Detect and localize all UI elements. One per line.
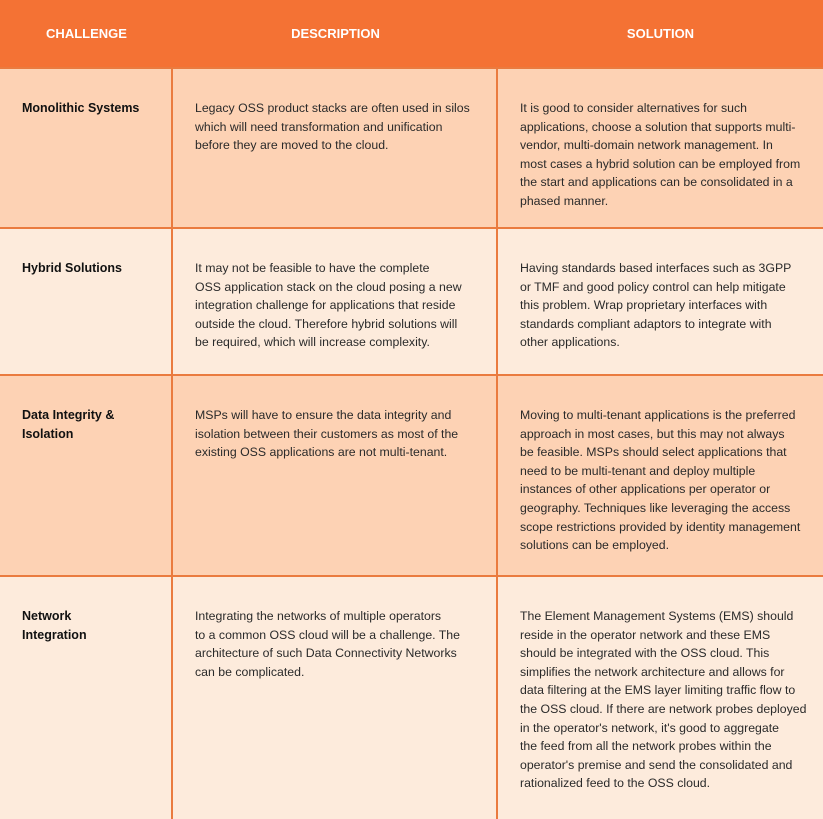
challenge-cell: Network Integration: [0, 577, 173, 819]
solution-text-line: this problem. Wrap proprietary interface…: [520, 298, 768, 313]
challenge-cell: Hybrid Solutions: [0, 229, 173, 374]
challenge-text-line: Monolithic Systems: [22, 101, 140, 115]
solution-cell: It is good to consider alternatives for …: [498, 69, 823, 227]
solution-text-line: phased manner.: [520, 193, 609, 208]
table-row: Network Integration Integrating the networ…: [0, 575, 823, 819]
description-text-line: It may not be feasible to have the compl…: [195, 261, 430, 275]
challenge-text-line: Network: [22, 609, 72, 623]
description-cell: Integrating the networks of multiple ope…: [173, 577, 498, 819]
solution-text-line: in the operator's network, it's good to …: [520, 720, 779, 735]
solution-text-line: scope restrictions provided by identity …: [520, 519, 801, 534]
description-cell: Legacy OSS product stacks are often used…: [173, 69, 498, 227]
solution-text-line: geography. Techniques like leveraging th…: [520, 500, 791, 515]
description-cell: MSPs will have to ensure the data integr…: [173, 376, 498, 575]
solution-text-line: should be integrated with the OSS cloud.…: [520, 646, 770, 661]
challenge-text-line: Data Integrity &: [22, 408, 115, 422]
description-text-line: architecture of such Data Connectivity N…: [195, 646, 457, 661]
description-text-line: isolation between their customers as mos…: [195, 426, 459, 441]
challenge-cell: Monolithic Systems: [0, 69, 173, 227]
solution-text-line: reside in the operator network and these…: [520, 627, 771, 642]
description-text-line: be required, which will increase complex…: [195, 335, 430, 350]
solution-text-line: vendor, multi-domain network management.…: [520, 138, 773, 153]
solution-text-line: approach in most cases, but this may not…: [520, 426, 785, 441]
solution-text-line: instances of other applications per oper…: [520, 482, 771, 497]
solution-text-line: or TMF and good policy control can help …: [520, 279, 786, 294]
solution-text-line: data filtering at the EMS layer limiting…: [520, 683, 796, 698]
solution-text-line: the OSS cloud. If there are network prob…: [520, 701, 807, 716]
description-text-line: to a common OSS cloud will be a challeng…: [195, 627, 460, 642]
description-text-line: existing OSS applications are not multi-…: [195, 445, 448, 460]
description-text-line: which will need transformation and unifi…: [195, 119, 443, 134]
solution-text-line: simplifies the network architecture and …: [520, 664, 785, 679]
table-header: CHALLENGE DESCRIPTION SOLUTION: [0, 0, 823, 67]
table-row: Hybrid Solutions It may not be feasible t…: [0, 227, 823, 374]
header-solution: SOLUTION: [626, 26, 695, 41]
solution-text-line: Moving to multi-tenant applications is t…: [520, 408, 796, 422]
table-row: Data Integrity & Isolation MSPs will have …: [0, 374, 823, 575]
solution-text-line: the feed from all the network probes wit…: [520, 739, 772, 754]
description-text-line: OSS application stack on the cloud posin…: [195, 279, 462, 294]
description-text-line: outside the cloud. Therefore hybrid solu…: [195, 316, 458, 331]
solution-text-line: rationalized feed to the OSS cloud.: [520, 776, 711, 791]
solution-text-line: The Element Management Systems (EMS) sho…: [520, 609, 794, 623]
solution-text-line: most cases a hybrid solution can be empl…: [520, 156, 801, 171]
solution-text-line: other applications.: [520, 335, 620, 350]
description-text-line: Legacy OSS product stacks are often used…: [195, 101, 470, 115]
challenge-text-line: Integration: [22, 627, 87, 642]
description-text-line: can be complicated.: [195, 664, 305, 679]
description-text-line: Integrating the networks of multiple ope…: [195, 609, 442, 623]
header-description: DESCRIPTION: [291, 26, 380, 41]
solution-text-line: the start and applications can be consol…: [520, 175, 793, 190]
challenge-text-line: Hybrid Solutions: [22, 261, 122, 275]
solution-text-line: standards compliant adaptors to integrat…: [520, 316, 772, 331]
description-text-line: integration challenge for applications t…: [195, 298, 456, 313]
solution-text-line: Having standards based interfaces such a…: [520, 261, 792, 275]
challenge-cell: Data Integrity & Isolation: [0, 376, 173, 575]
description-text-line: before they are moved to the cloud.: [195, 138, 389, 153]
table-row: Monolithic Systems Legacy OSS product sta…: [0, 67, 823, 227]
solution-text-line: solutions can be employed.: [520, 538, 670, 553]
solution-cell: Having standards based interfaces such a…: [498, 229, 823, 374]
solution-cell: Moving to multi-tenant applications is t…: [498, 376, 823, 575]
solution-cell: The Element Management Systems (EMS) sho…: [498, 577, 823, 819]
solution-text-line: applications, choose a solution that sup…: [520, 119, 796, 134]
header-challenge: CHALLENGE: [46, 26, 127, 41]
solution-text-line: It is good to consider alternatives for …: [520, 101, 747, 115]
solution-text-line: need to be multi-tenant and deploy multi…: [520, 463, 756, 478]
description-cell: It may not be feasible to have the compl…: [173, 229, 498, 374]
solution-text-line: be feasible. MSPs should select applicat…: [520, 445, 787, 460]
challenge-text-line: Isolation: [22, 426, 74, 441]
description-text-line: MSPs will have to ensure the data integr…: [195, 408, 452, 422]
solution-text-line: operator's premise and send the consolid…: [520, 757, 793, 772]
